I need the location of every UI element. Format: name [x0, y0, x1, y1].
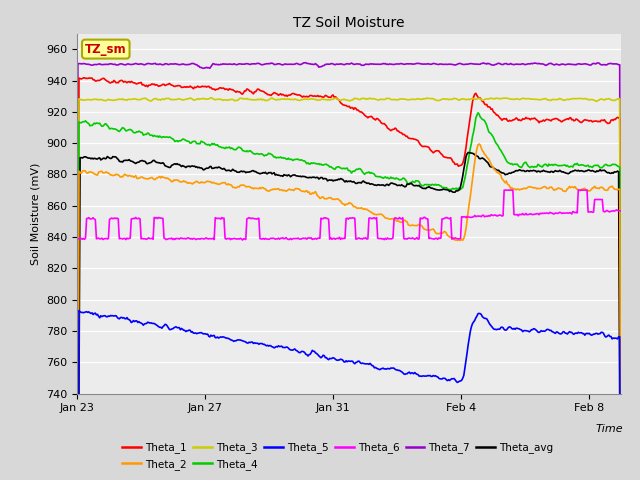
Text: Time: Time: [596, 424, 623, 434]
Text: TZ_sm: TZ_sm: [85, 43, 127, 56]
Title: TZ Soil Moisture: TZ Soil Moisture: [293, 16, 404, 30]
Legend: Theta_1, Theta_2, Theta_3, Theta_4, Theta_5, Theta_6, Theta_7, Theta_avg: Theta_1, Theta_2, Theta_3, Theta_4, Thet…: [118, 438, 557, 474]
Y-axis label: Soil Moisture (mV): Soil Moisture (mV): [30, 162, 40, 265]
